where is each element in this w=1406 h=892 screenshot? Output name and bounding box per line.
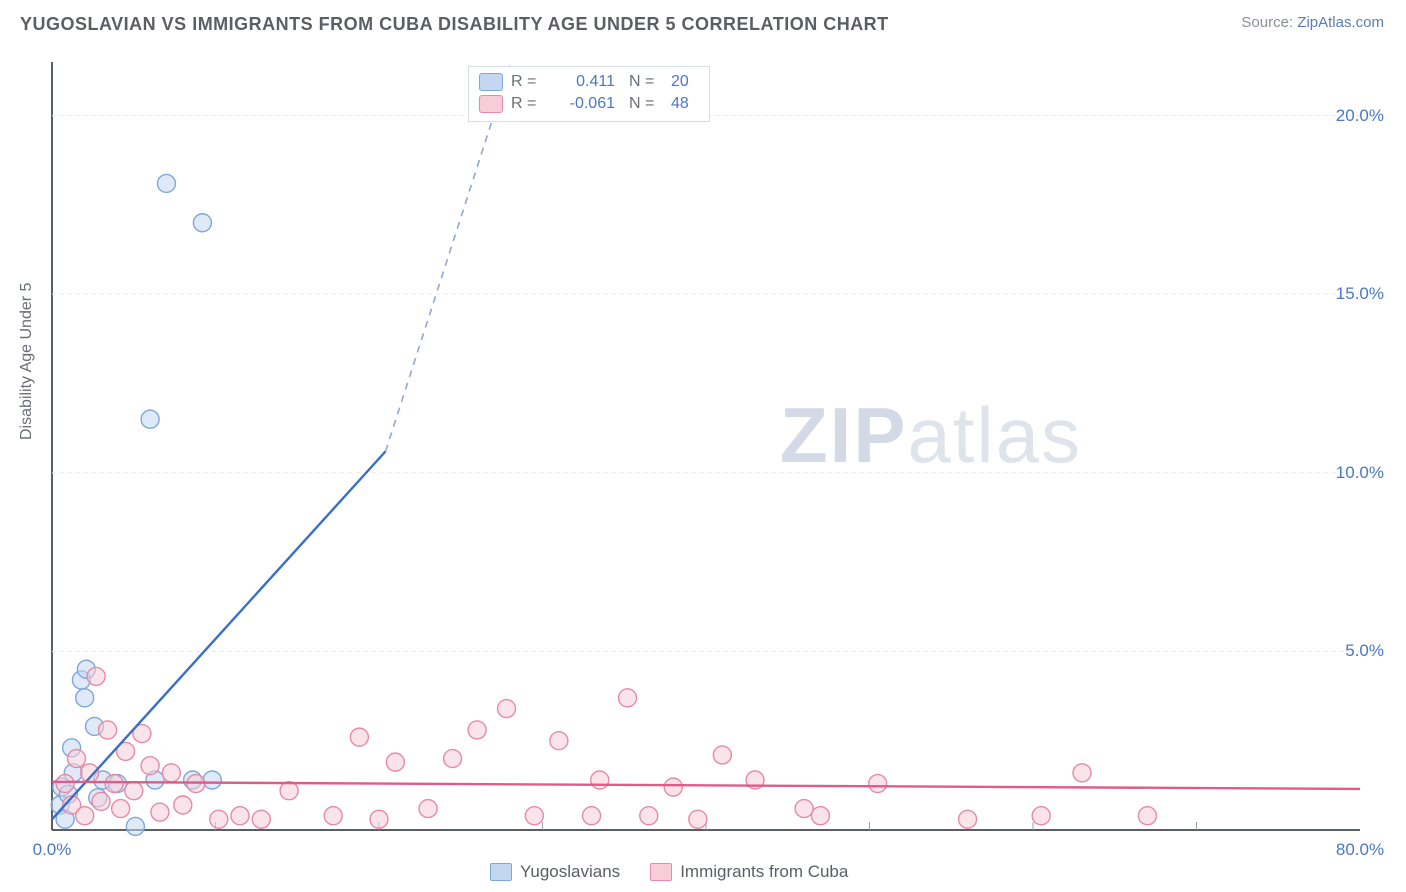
y-tick-label: 15.0% — [1336, 284, 1384, 304]
data-point — [151, 803, 169, 821]
scatter-plot — [0, 50, 1406, 870]
data-point — [468, 721, 486, 739]
legend-swatch — [479, 73, 503, 91]
data-point — [444, 750, 462, 768]
data-point — [869, 775, 887, 793]
data-point — [350, 728, 368, 746]
stats-legend-row: R = 0.411 N = 20 — [479, 71, 699, 93]
source-attribution: Source: ZipAtlas.com — [1241, 14, 1384, 31]
n-value: 20 — [671, 71, 699, 93]
data-point — [162, 764, 180, 782]
data-point — [193, 214, 211, 232]
legend-swatch — [490, 863, 512, 881]
data-point — [1032, 807, 1050, 825]
y-tick-label: 20.0% — [1336, 106, 1384, 126]
data-point — [174, 796, 192, 814]
chart-title: YUGOSLAVIAN VS IMMIGRANTS FROM CUBA DISA… — [20, 14, 889, 35]
data-point — [76, 807, 94, 825]
n-label: N = — [629, 93, 663, 115]
data-point — [68, 750, 86, 768]
data-point — [92, 792, 110, 810]
data-point — [713, 746, 731, 764]
trend-line — [52, 782, 1360, 789]
x-tick-label: 0.0% — [33, 840, 72, 860]
trend-line — [52, 451, 386, 819]
stats-legend: R = 0.411 N = 20 R = -0.061 N = 48 — [468, 66, 710, 122]
data-point — [525, 807, 543, 825]
n-label: N = — [629, 71, 663, 93]
data-point — [1073, 764, 1091, 782]
data-point — [324, 807, 342, 825]
source-link[interactable]: ZipAtlas.com — [1297, 14, 1384, 31]
trend-line-extrapolated — [386, 66, 510, 452]
data-point — [550, 732, 568, 750]
data-point — [210, 810, 228, 828]
series-label: Immigrants from Cuba — [680, 862, 848, 882]
data-point — [664, 778, 682, 796]
y-tick-label: 10.0% — [1336, 463, 1384, 483]
r-value: -0.061 — [551, 93, 615, 115]
data-point — [252, 810, 270, 828]
chart-container: YUGOSLAVIAN VS IMMIGRANTS FROM CUBA DISA… — [0, 0, 1406, 892]
stats-legend-row: R = -0.061 N = 48 — [479, 93, 699, 115]
data-point — [125, 782, 143, 800]
data-point — [157, 174, 175, 192]
data-point — [87, 667, 105, 685]
data-point — [141, 757, 159, 775]
data-point — [640, 807, 658, 825]
x-tick-label: 80.0% — [1336, 840, 1384, 860]
data-point — [498, 700, 516, 718]
series-legend-item: Yugoslavians — [490, 862, 620, 882]
series-legend-item: Immigrants from Cuba — [650, 862, 848, 882]
data-point — [959, 810, 977, 828]
series-label: Yugoslavians — [520, 862, 620, 882]
data-point — [56, 775, 74, 793]
data-point — [76, 689, 94, 707]
data-point — [112, 800, 130, 818]
legend-swatch — [479, 95, 503, 113]
r-label: R = — [511, 71, 543, 93]
data-point — [231, 807, 249, 825]
data-point — [280, 782, 298, 800]
data-point — [99, 721, 117, 739]
y-tick-label: 5.0% — [1345, 641, 1384, 661]
source-prefix: Source: — [1241, 14, 1297, 31]
r-label: R = — [511, 93, 543, 115]
r-value: 0.411 — [551, 71, 615, 93]
data-point — [591, 771, 609, 789]
data-point — [419, 800, 437, 818]
data-point — [1138, 807, 1156, 825]
data-point — [126, 817, 144, 835]
data-point — [141, 410, 159, 428]
data-point — [105, 775, 123, 793]
data-point — [795, 800, 813, 818]
data-point — [811, 807, 829, 825]
data-point — [370, 810, 388, 828]
series-legend: Yugoslavians Immigrants from Cuba — [490, 862, 848, 882]
n-value: 48 — [671, 93, 699, 115]
data-point — [203, 771, 221, 789]
data-point — [619, 689, 637, 707]
data-point — [583, 807, 601, 825]
data-point — [386, 753, 404, 771]
legend-swatch — [650, 863, 672, 881]
data-point — [689, 810, 707, 828]
